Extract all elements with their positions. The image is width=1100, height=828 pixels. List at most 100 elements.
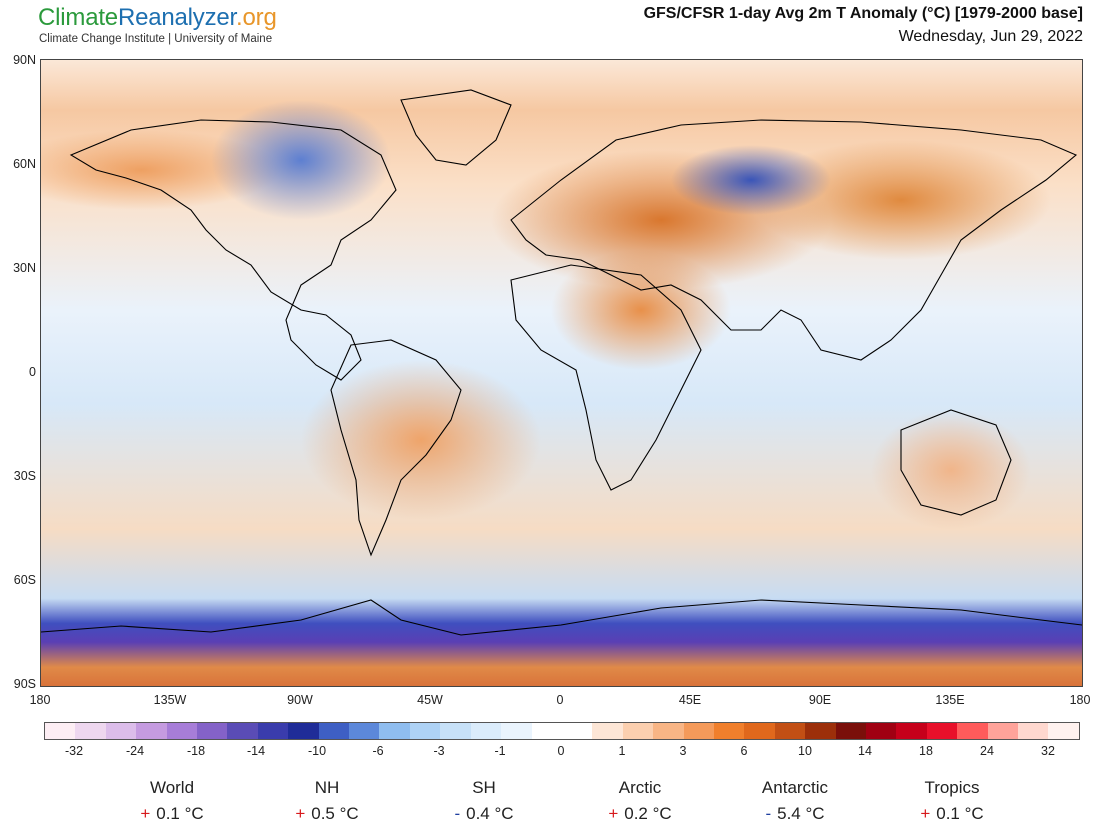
y-tick-label: 90N <box>13 53 36 67</box>
x-tick-label: 90E <box>808 693 832 707</box>
x-tick-label: 135W <box>153 693 187 707</box>
coastline-antarctica <box>41 599 1082 636</box>
y-tick-label: 30S <box>13 469 36 483</box>
colorbar-swatch <box>75 723 106 739</box>
coastline-eurasia <box>510 119 1078 361</box>
stat-name: SH <box>472 778 496 797</box>
colorbar-label: -3 <box>433 744 445 758</box>
colorbar-label: 0 <box>557 744 565 758</box>
colorbar-label: -6 <box>372 744 384 758</box>
colorbar-swatch <box>957 723 988 739</box>
stat-value-line: +0.1 °C <box>887 804 1017 824</box>
colorbar-label: -14 <box>246 744 266 758</box>
stat-value-line: +0.5 °C <box>262 804 392 824</box>
stat-sign: + <box>295 804 306 823</box>
coastline-africa <box>510 264 702 491</box>
colorbar-swatch <box>987 723 1018 739</box>
x-tick-label: 180 <box>29 693 51 707</box>
colorbar-label: 10 <box>798 744 812 758</box>
map-title: GFS/CFSR 1-day Avg 2m T Anomaly (°C) [19… <box>643 5 1083 22</box>
colorbar-label: 14 <box>858 744 872 758</box>
colorbar-swatch <box>379 723 410 739</box>
site-logo[interactable]: ClimateReanalyzer.org <box>38 4 277 32</box>
x-tick-label: 45W <box>417 693 443 707</box>
colorbar-swatch <box>805 723 836 739</box>
stat-arctic: Arctic +0.2 °C <box>575 778 705 824</box>
colorbar-swatch <box>561 723 593 739</box>
stat-sign: + <box>920 804 931 823</box>
colorbar-label: -10 <box>307 744 327 758</box>
map-overlay <box>41 89 1082 636</box>
colorbar-label: -32 <box>64 744 84 758</box>
colorbar <box>44 722 1080 740</box>
stat-nh: NH +0.5 °C <box>262 778 392 824</box>
anomaly-map <box>40 59 1083 687</box>
stat-value: 0.4 °C <box>466 804 514 823</box>
stat-value-line: +0.1 °C <box>107 804 237 824</box>
map-date: Wednesday, Jun 29, 2022 <box>898 28 1083 45</box>
coastline-south-america <box>330 339 462 557</box>
colorbar-swatch <box>835 723 866 739</box>
colorbar-swatch <box>105 723 137 739</box>
colorbar-swatch <box>197 723 228 739</box>
stat-tropics: Tropics +0.1 °C <box>887 778 1017 824</box>
y-tick-label: 60N <box>13 157 36 171</box>
stat-value: 0.1 °C <box>936 804 984 823</box>
colorbar-swatch <box>1018 723 1049 739</box>
colorbar-label: 18 <box>919 744 933 758</box>
stat-world: World +0.1 °C <box>107 778 237 824</box>
colorbar-swatch <box>774 723 806 739</box>
stat-value: 5.4 °C <box>777 804 825 823</box>
colorbar-label: -18 <box>186 744 206 758</box>
coastline-greenland <box>400 89 512 166</box>
colorbar-swatch <box>136 723 167 739</box>
stat-value-line: -5.4 °C <box>730 804 860 824</box>
colorbar-label: 1 <box>618 744 626 758</box>
x-tick-label: 180 <box>1069 693 1091 707</box>
stat-sign: - <box>765 804 772 823</box>
x-tick-label: 45E <box>678 693 702 707</box>
stat-name: Tropics <box>924 778 980 797</box>
stat-value: 0.5 °C <box>311 804 359 823</box>
stat-name: Antarctic <box>761 778 829 797</box>
colorbar-label: 6 <box>740 744 748 758</box>
site-subtitle: Climate Change Institute | University of… <box>39 33 273 45</box>
stat-sign: + <box>140 804 151 823</box>
coastline-north-america <box>69 119 397 381</box>
colorbar-swatch <box>288 723 319 739</box>
x-tick-label: 135E <box>935 693 965 707</box>
colorbar-swatch <box>318 723 350 739</box>
y-tick-label: 60S <box>13 573 36 587</box>
stat-sh: SH -0.4 °C <box>419 778 549 824</box>
stat-antarctic: Antarctic -5.4 °C <box>730 778 860 824</box>
x-tick-label: 90W <box>287 693 313 707</box>
colorbar-label: 24 <box>980 744 994 758</box>
colorbar-swatch <box>45 723 76 739</box>
colorbar-label: 3 <box>679 744 687 758</box>
brand-part-1: Climate <box>38 4 118 31</box>
colorbar-swatch <box>926 723 958 739</box>
colorbar-swatch <box>683 723 714 739</box>
colorbar-swatch <box>713 723 745 739</box>
y-tick-label: 0 <box>29 365 36 379</box>
coastline-australia <box>900 409 1012 516</box>
stat-sign: + <box>608 804 619 823</box>
stat-name: Arctic <box>618 778 662 797</box>
colorbar-label: 32 <box>1041 744 1055 758</box>
colorbar-swatch <box>501 723 532 739</box>
colorbar-swatch <box>349 723 380 739</box>
stat-value: 0.2 °C <box>624 804 672 823</box>
colorbar-swatch <box>653 723 684 739</box>
colorbar-swatch <box>1048 723 1079 739</box>
colorbar-label: -1 <box>494 744 506 758</box>
colorbar-swatch <box>257 723 289 739</box>
brand-part-3: .org <box>236 4 277 31</box>
colorbar-swatch <box>865 723 897 739</box>
colorbar-swatch <box>896 723 927 739</box>
stat-sign: - <box>454 804 461 823</box>
colorbar-swatch <box>744 723 775 739</box>
colorbar-swatch <box>592 723 623 739</box>
brand-part-2: Reanalyzer <box>117 4 237 31</box>
colorbar-swatch <box>531 723 562 739</box>
colorbar-swatch <box>622 723 654 739</box>
